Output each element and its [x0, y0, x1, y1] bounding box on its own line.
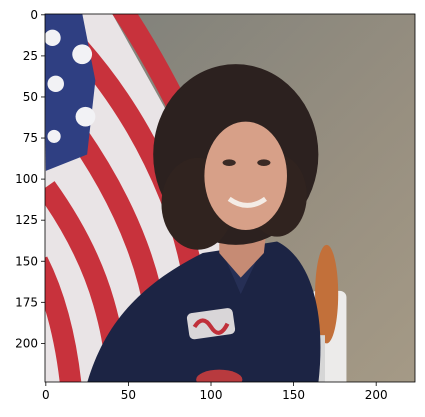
x-tick-label: 50	[121, 388, 136, 402]
image	[45, 14, 415, 382]
y-tick-label: 200	[15, 336, 38, 350]
y-tick-label: 100	[15, 172, 38, 186]
x-tick-label: 150	[282, 388, 305, 402]
x-tick-label: 100	[200, 388, 223, 402]
y-tick-label: 175	[15, 295, 38, 309]
y-tick-label: 75	[23, 131, 38, 145]
y-tick-label: 125	[15, 213, 38, 227]
photo	[45, 14, 415, 382]
y-tick-label: 25	[23, 49, 38, 63]
x-tick-label: 0	[42, 388, 50, 402]
axes-frame	[44, 13, 416, 383]
y-tick-label: 0	[30, 8, 38, 22]
y-tick-label: 50	[23, 90, 38, 104]
x-tick-label: 200	[365, 388, 388, 402]
y-tick-label: 150	[15, 254, 38, 268]
